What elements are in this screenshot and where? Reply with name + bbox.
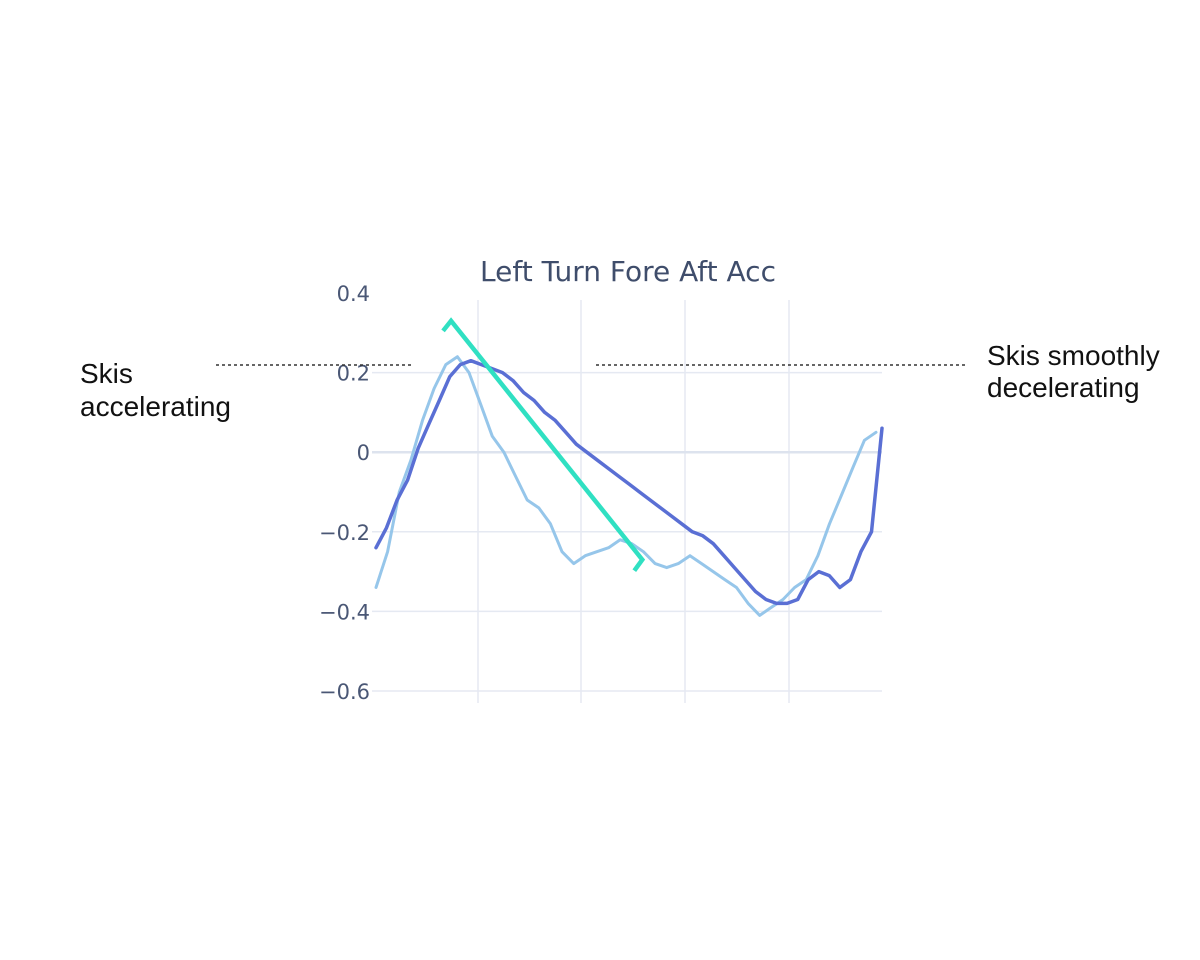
annotation-right-line-1: Skis smoothly (987, 340, 1160, 371)
y-tick-label-5: −0.4 (319, 600, 370, 624)
annotation-left-line-2: accelerating (80, 391, 231, 422)
y-tick-label-3: 0 (357, 441, 370, 465)
y-tick-label-2: 0.2 (337, 362, 370, 386)
y-tick-label-4: −0.2 (319, 521, 370, 545)
annotation-right-line-2: decelerating (987, 372, 1140, 403)
series-line-2 (374, 355, 878, 617)
y-tick-label-1: 0.4 (337, 282, 370, 306)
grid-lines (372, 300, 882, 703)
y-axis-ticks: 0.4 0.2 0 −0.2 −0.4 −0.6 (319, 282, 370, 704)
highlight-decel-bracket (441, 317, 646, 572)
series-line-1 (374, 358, 884, 606)
highlight-bracket (441, 317, 646, 572)
chart-title: Left Turn Fore Aft Acc (480, 255, 776, 288)
plot-series (374, 355, 884, 617)
annotation-left-line-1: Skis (80, 358, 133, 389)
y-tick-label-6: −0.6 (319, 680, 370, 704)
